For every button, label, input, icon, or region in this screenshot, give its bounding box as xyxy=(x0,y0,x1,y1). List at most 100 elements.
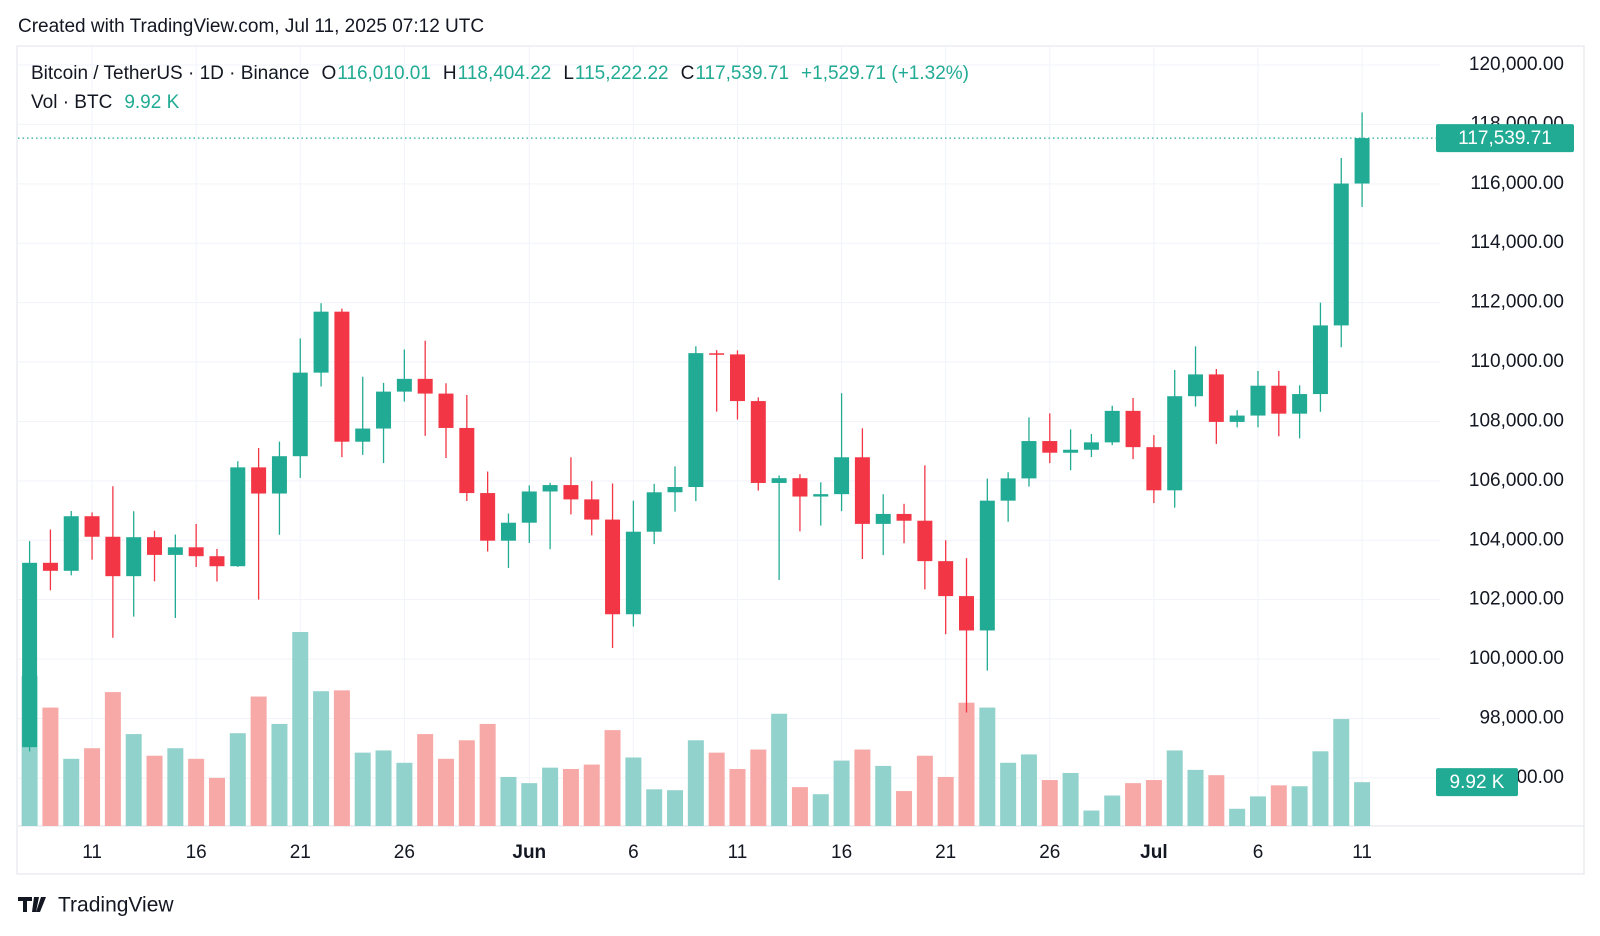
volume-bar xyxy=(313,691,330,826)
candle-body xyxy=(188,547,204,557)
candle-body xyxy=(959,596,974,631)
volume-bar xyxy=(417,734,434,826)
candle-body xyxy=(792,478,808,497)
y-tick-label: 108,000.00 xyxy=(1469,410,1564,431)
x-tick-label: 11 xyxy=(728,842,748,863)
close-value: 117,539.71 xyxy=(695,63,789,84)
symbol: Bitcoin / TetherUS · 1D · Binance xyxy=(31,63,309,84)
volume-bar xyxy=(375,750,392,826)
candle-body xyxy=(480,493,496,541)
volume-bar xyxy=(896,791,913,826)
candle-body xyxy=(251,467,267,494)
volume-bar xyxy=(1187,769,1204,826)
brand-name: TradingView xyxy=(58,894,174,917)
candle-body xyxy=(1167,396,1183,491)
volume-bar xyxy=(521,783,538,826)
candle-body xyxy=(1083,442,1099,450)
open-key: O xyxy=(321,63,336,84)
candle-body xyxy=(938,561,954,597)
volume-bar xyxy=(479,723,496,826)
credit: Created with TradingView.com, Jul 11, 20… xyxy=(18,16,484,37)
price-tag xyxy=(1436,124,1574,153)
volume-bar xyxy=(188,758,205,826)
volume-bar xyxy=(1270,785,1287,826)
volume-bar xyxy=(1041,780,1058,826)
volume-bar xyxy=(833,760,850,826)
volume-bar xyxy=(1020,754,1037,826)
candle-body xyxy=(854,457,870,524)
volume-tag xyxy=(1436,768,1518,797)
candle-body xyxy=(750,401,766,483)
candle-body xyxy=(105,536,121,577)
low-key: L xyxy=(563,63,574,84)
volume-bar xyxy=(250,696,267,826)
candle-body xyxy=(271,456,287,494)
y-tick-label: 104,000.00 xyxy=(1469,529,1564,550)
volume-bar xyxy=(604,730,621,826)
candle-body xyxy=(563,485,579,500)
y-tick-label: 116,000.00 xyxy=(1470,173,1564,194)
candle-body xyxy=(1000,478,1016,501)
volume-bar xyxy=(1000,762,1017,826)
volume-tag-label: 9.92 K xyxy=(1450,772,1505,793)
volume-layer xyxy=(21,632,1371,826)
volume-value: 9.92 K xyxy=(124,92,179,113)
candle-body xyxy=(376,391,392,429)
candle-body xyxy=(1063,449,1079,453)
candle-body xyxy=(813,494,829,497)
candle-body xyxy=(84,516,100,537)
candle-body xyxy=(667,487,683,493)
x-tick-label: 26 xyxy=(394,842,415,863)
candle-body xyxy=(126,537,142,577)
volume-bar xyxy=(583,764,600,826)
volume-key: Vol · BTC xyxy=(31,92,112,113)
volume-bar xyxy=(208,777,225,826)
candle-body xyxy=(292,372,308,457)
volume-bar xyxy=(42,707,59,826)
volume-bar xyxy=(354,752,371,826)
high-key: H xyxy=(443,63,457,84)
volume-bar xyxy=(1229,808,1246,826)
y-tick-label: 120,000.00 xyxy=(1469,54,1564,75)
volume-bar xyxy=(1062,772,1079,826)
x-tick-label: Jul xyxy=(1140,842,1167,863)
chart-frame xyxy=(16,45,1585,875)
candle-body xyxy=(584,499,600,520)
candle-body xyxy=(729,354,745,402)
low-value: 115,222.22 xyxy=(575,63,669,84)
candle-body xyxy=(1312,325,1328,395)
y-tick-label: 106,000.00 xyxy=(1469,470,1564,491)
candle-body xyxy=(22,562,38,748)
volume-bar xyxy=(771,713,788,826)
volume-bar xyxy=(562,768,579,826)
candle-body xyxy=(771,478,787,483)
volume-bar xyxy=(937,776,954,826)
x-tick-label: 11 xyxy=(82,842,102,863)
volume-bar xyxy=(1104,795,1121,826)
candle-body xyxy=(334,311,350,442)
volume-bar xyxy=(146,755,163,826)
candle-body xyxy=(1271,385,1287,414)
candle-body xyxy=(1354,138,1370,184)
volume-bar xyxy=(875,765,892,826)
candle-body xyxy=(459,427,475,494)
candle-body xyxy=(63,516,79,571)
y-tick-label: 110,000.00 xyxy=(1470,351,1564,372)
candle-body xyxy=(646,492,662,532)
candle-body xyxy=(1042,441,1058,453)
candle-body xyxy=(355,428,371,442)
volume-bar xyxy=(229,733,246,826)
candle-body xyxy=(875,513,891,524)
x-tick-label: 21 xyxy=(935,842,956,863)
volume-bar xyxy=(1166,750,1183,826)
volume-bar xyxy=(542,767,559,826)
brand: TradingView xyxy=(18,894,174,917)
x-tick-label: 16 xyxy=(186,842,207,863)
volume-bar xyxy=(812,794,829,826)
volume-bar xyxy=(1312,751,1329,826)
candle-body xyxy=(1188,374,1204,397)
candle-body xyxy=(1250,385,1266,416)
candle-layer xyxy=(22,112,1370,752)
volume-bar xyxy=(1208,775,1225,826)
close-key: C xyxy=(681,63,695,84)
